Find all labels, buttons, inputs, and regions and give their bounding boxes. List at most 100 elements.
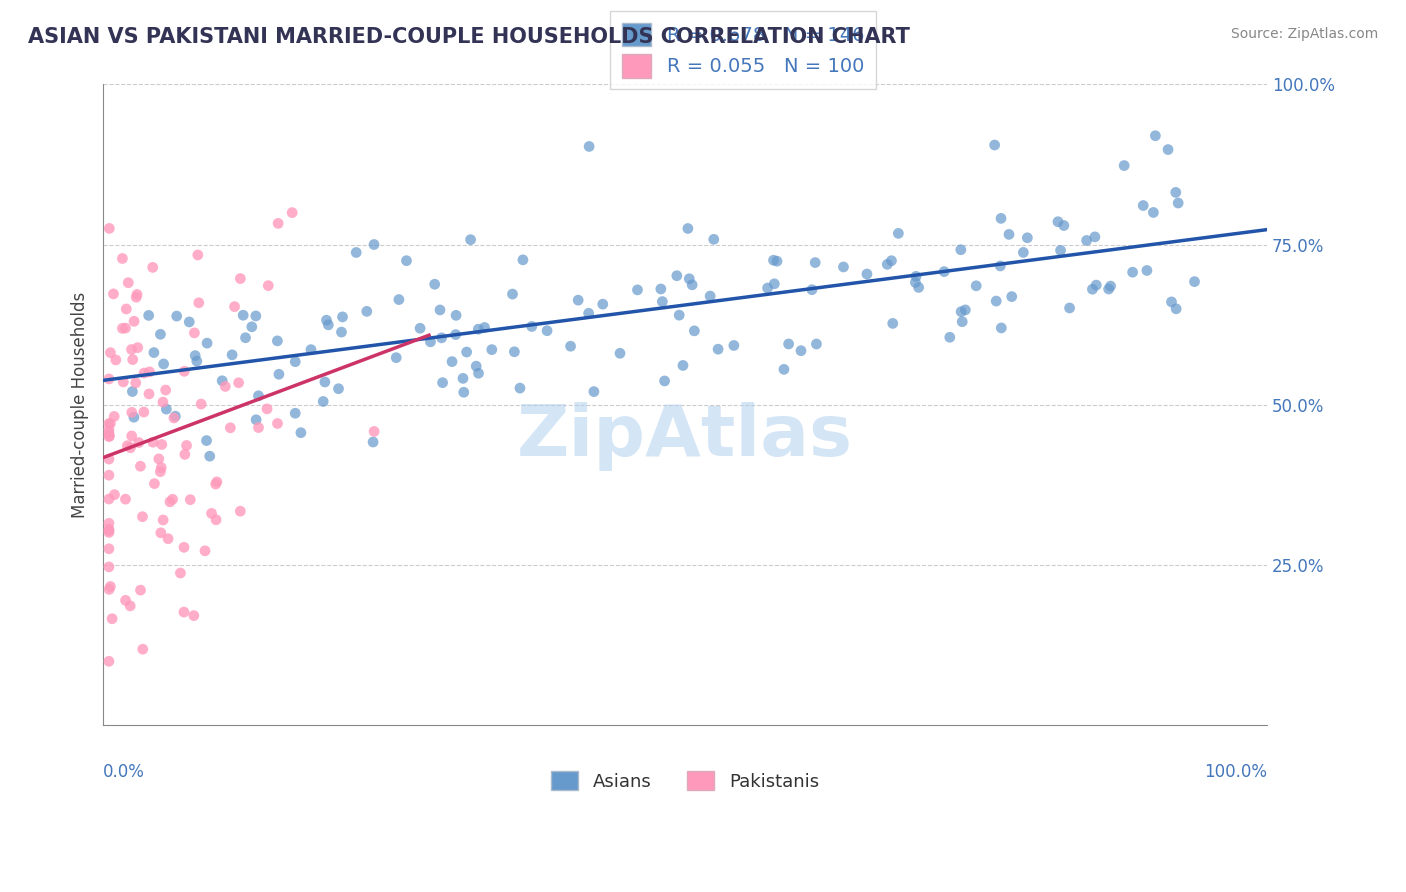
Point — [267, 368, 290, 382]
Point — [162, 492, 184, 507]
Point — [672, 359, 695, 373]
Point — [773, 362, 796, 376]
Point — [150, 437, 173, 451]
Y-axis label: Married-couple Households: Married-couple Households — [72, 292, 89, 518]
Text: 100.0%: 100.0% — [1204, 763, 1267, 780]
Point — [1164, 186, 1187, 200]
Point — [344, 245, 367, 260]
Point — [121, 352, 143, 367]
Point — [315, 313, 337, 327]
Point — [214, 379, 236, 393]
Point — [101, 612, 124, 626]
Point — [266, 334, 288, 348]
Point — [654, 374, 676, 388]
Point — [129, 583, 152, 598]
Point — [1184, 275, 1206, 289]
Point — [266, 417, 288, 431]
Point — [163, 411, 186, 425]
Point — [98, 417, 121, 431]
Point — [1142, 205, 1164, 219]
Point — [103, 286, 125, 301]
Point — [117, 439, 139, 453]
Point — [132, 366, 155, 380]
Point — [132, 642, 155, 657]
Point — [356, 304, 378, 318]
Point — [100, 345, 122, 359]
Point — [205, 513, 228, 527]
Point — [1136, 263, 1159, 277]
Point — [98, 582, 121, 597]
Point — [520, 319, 543, 334]
Point — [165, 409, 187, 424]
Point — [97, 560, 120, 574]
Point — [756, 281, 779, 295]
Point — [651, 294, 673, 309]
Point — [955, 302, 977, 317]
Point — [245, 413, 267, 427]
Point — [699, 289, 721, 303]
Point — [766, 254, 789, 268]
Point — [114, 321, 136, 335]
Point — [121, 384, 143, 399]
Point — [284, 406, 307, 420]
Point — [122, 410, 145, 425]
Point — [876, 257, 898, 271]
Point — [115, 301, 138, 316]
Point — [104, 352, 127, 367]
Point — [1167, 196, 1189, 211]
Point — [97, 426, 120, 441]
Point — [173, 605, 195, 619]
Point — [1122, 265, 1144, 279]
Point — [332, 310, 354, 324]
Point — [232, 308, 254, 322]
Point — [723, 338, 745, 352]
Point — [219, 421, 242, 435]
Point — [1017, 231, 1039, 245]
Point — [1081, 282, 1104, 296]
Point — [650, 282, 672, 296]
Point — [117, 276, 139, 290]
Point — [444, 309, 467, 323]
Point — [229, 504, 252, 518]
Point — [97, 654, 120, 668]
Point — [804, 255, 827, 269]
Point — [103, 488, 125, 502]
Point — [778, 337, 800, 351]
Point — [183, 326, 205, 340]
Point — [149, 465, 172, 479]
Point — [114, 492, 136, 507]
Point — [467, 366, 489, 380]
Point — [152, 395, 174, 409]
Point — [138, 365, 160, 379]
Point — [578, 139, 600, 153]
Point — [763, 277, 786, 291]
Point — [138, 387, 160, 401]
Point — [1160, 294, 1182, 309]
Point — [229, 271, 252, 285]
Point — [1098, 282, 1121, 296]
Point — [707, 342, 730, 356]
Point — [100, 580, 122, 594]
Point — [328, 382, 350, 396]
Point — [143, 476, 166, 491]
Point — [1085, 278, 1108, 293]
Point — [204, 477, 226, 491]
Point — [665, 268, 688, 283]
Point — [363, 425, 385, 439]
Point — [1084, 230, 1107, 244]
Point — [395, 253, 418, 268]
Point — [988, 259, 1011, 273]
Point — [247, 389, 270, 403]
Point — [1049, 244, 1071, 258]
Point — [1166, 301, 1188, 316]
Point — [173, 364, 195, 378]
Point — [184, 349, 207, 363]
Point — [990, 321, 1012, 335]
Point — [224, 300, 246, 314]
Point — [429, 302, 451, 317]
Point — [567, 293, 589, 308]
Text: ZipAtlas: ZipAtlas — [517, 402, 853, 472]
Point — [509, 381, 531, 395]
Point — [284, 354, 307, 368]
Point — [131, 509, 153, 524]
